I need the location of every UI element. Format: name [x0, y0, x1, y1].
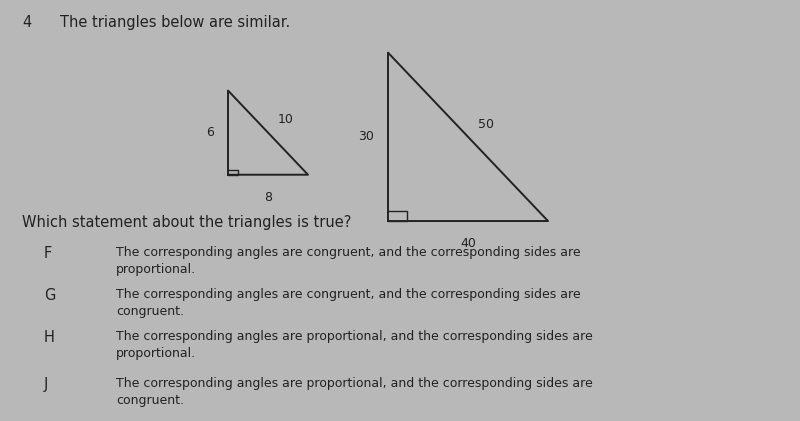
Text: J: J — [44, 377, 48, 392]
Text: 4: 4 — [22, 15, 32, 30]
Text: Which statement about the triangles is true?: Which statement about the triangles is t… — [22, 215, 352, 230]
Text: 40: 40 — [460, 237, 476, 250]
Text: 30: 30 — [358, 131, 374, 143]
Text: The corresponding angles are congruent, and the corresponding sides are
proporti: The corresponding angles are congruent, … — [116, 246, 581, 276]
Text: 8: 8 — [264, 191, 272, 204]
Text: The corresponding angles are proportional, and the corresponding sides are
propo: The corresponding angles are proportiona… — [116, 330, 593, 360]
Text: H: H — [44, 330, 55, 346]
Text: The corresponding angles are proportional, and the corresponding sides are
congr: The corresponding angles are proportiona… — [116, 377, 593, 407]
Text: 10: 10 — [278, 113, 294, 126]
Text: The corresponding angles are congruent, and the corresponding sides are
congruen: The corresponding angles are congruent, … — [116, 288, 581, 318]
Text: F: F — [44, 246, 52, 261]
Text: 6: 6 — [206, 126, 214, 139]
Text: The triangles below are similar.: The triangles below are similar. — [60, 15, 290, 30]
Text: 50: 50 — [478, 117, 494, 131]
Text: G: G — [44, 288, 55, 304]
